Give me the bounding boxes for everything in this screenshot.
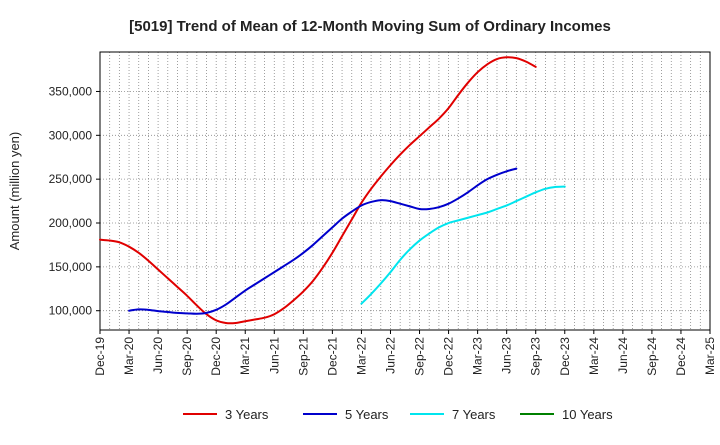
legend: 3 Years 5 Years 7 Years 10 Years [183, 407, 613, 422]
x-tick-label: Mar-21 [238, 337, 252, 375]
x-tick-label: Dec-23 [558, 337, 572, 376]
x-tick-label: Dec-22 [442, 337, 456, 376]
x-tick-label: Mar-25 [703, 337, 717, 375]
y-tick-label: 200,000 [49, 216, 93, 230]
x-tick-label: Mar-23 [471, 337, 485, 375]
y-tick-label: 350,000 [49, 84, 93, 98]
y-tick-label: 150,000 [49, 260, 93, 274]
x-tick-label: Jun-21 [267, 337, 281, 374]
y-axis-label: Amount (million yen) [7, 132, 22, 251]
plot-frame [99, 51, 711, 331]
x-tick-label: Dec-19 [93, 337, 107, 376]
grid-lines [100, 52, 710, 330]
x-tick-label: Sep-21 [296, 337, 310, 376]
x-tick-label: Mar-20 [122, 337, 136, 375]
y-tick-label: 100,000 [49, 304, 93, 318]
y-tick-label: 250,000 [49, 172, 93, 186]
x-axis-ticks: Dec-19 Mar-20 Jun-20 Sep-20 Dec-20 Mar-21 Jun-… [93, 330, 717, 376]
x-tick-label: Dec-24 [674, 337, 688, 376]
series-lines [99, 56, 566, 325]
x-tick-label: Jun-23 [500, 337, 514, 374]
legend-label: 10 Years [562, 407, 613, 422]
series-line-7-years [360, 185, 566, 305]
x-tick-label: Jun-24 [616, 337, 630, 374]
x-tick-label: Sep-24 [645, 337, 659, 376]
y-axis-ticks: 100,000 150,000 200,000 250,000 300,000 350,0… [49, 84, 100, 318]
series-line-5-years [128, 167, 518, 315]
legend-item-7-years: 7 Years [410, 407, 496, 422]
legend-item-5-years: 5 Years [303, 407, 389, 422]
x-tick-label: Dec-20 [209, 337, 223, 376]
legend-item-3-years: 3 Years [183, 407, 269, 422]
legend-label: 3 Years [225, 407, 269, 422]
x-tick-label: Mar-22 [354, 337, 368, 375]
x-tick-label: Sep-23 [529, 337, 543, 376]
x-tick-label: Jun-20 [151, 337, 165, 374]
legend-item-10-years: 10 Years [520, 407, 613, 422]
x-tick-label: Sep-20 [180, 337, 194, 376]
y-tick-label: 300,000 [49, 128, 93, 142]
x-tick-label: Mar-24 [587, 337, 601, 375]
legend-label: 5 Years [345, 407, 389, 422]
legend-label: 7 Years [452, 407, 496, 422]
x-tick-label: Dec-21 [325, 337, 339, 376]
chart-title: [5019] Trend of Mean of 12-Month Moving … [129, 18, 611, 35]
x-tick-label: Sep-22 [413, 337, 427, 376]
x-tick-label: Jun-22 [383, 337, 397, 374]
series-line-3-years [99, 56, 537, 325]
